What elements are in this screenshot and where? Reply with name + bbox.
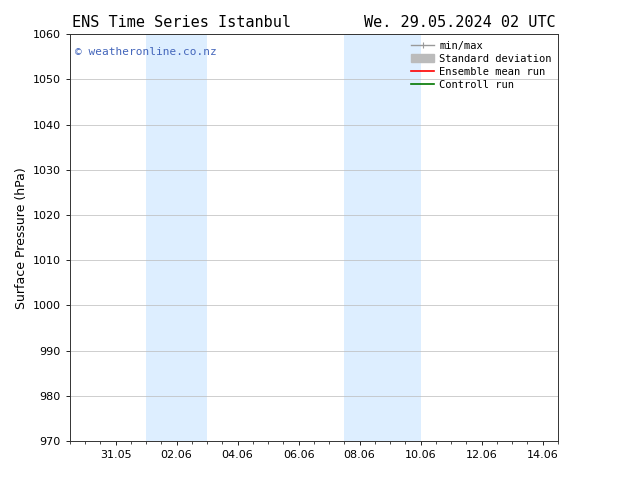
- Bar: [146, 34, 207, 441]
- Y-axis label: Surface Pressure (hPa): Surface Pressure (hPa): [15, 167, 29, 309]
- Bar: [344, 34, 420, 441]
- Text: © weatheronline.co.nz: © weatheronline.co.nz: [75, 47, 216, 56]
- Legend: min/max, Standard deviation, Ensemble mean run, Controll run: min/max, Standard deviation, Ensemble me…: [407, 36, 556, 94]
- Title: ENS Time Series Istanbul        We. 29.05.2024 02 UTC: ENS Time Series Istanbul We. 29.05.2024 …: [72, 15, 555, 30]
